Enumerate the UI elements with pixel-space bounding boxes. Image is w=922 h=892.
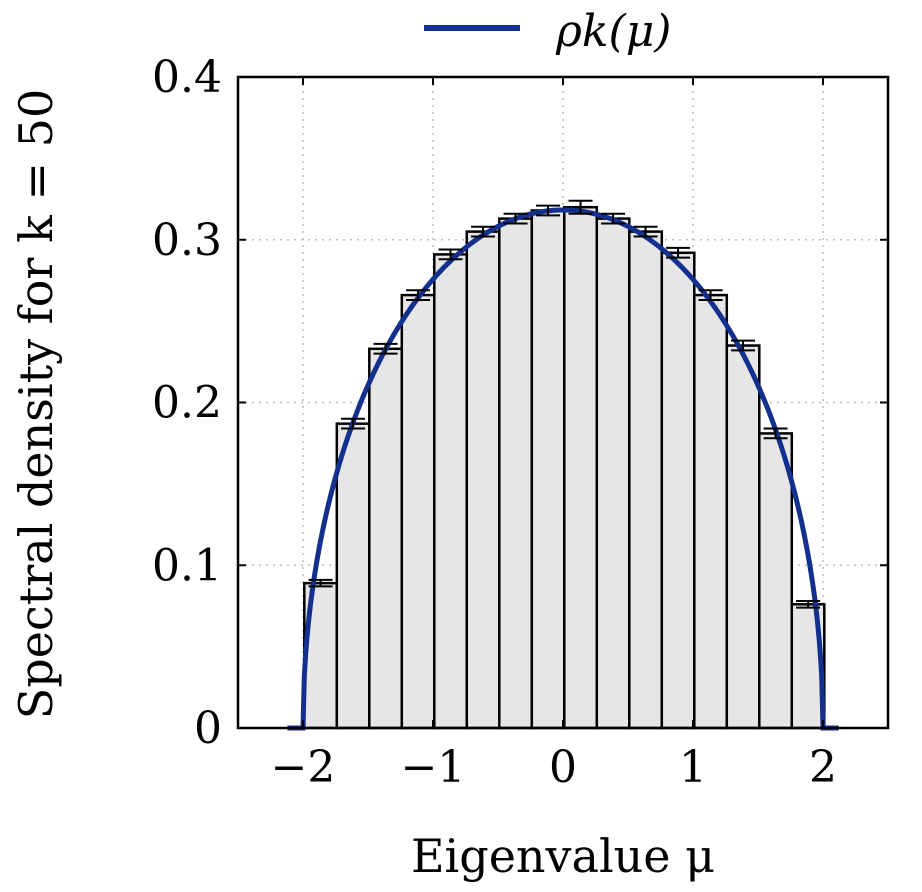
legend: ρk(μ) [424, 6, 671, 57]
histogram-bar [660, 251, 696, 730]
y-tick-label: 0.4 [152, 52, 222, 103]
x-tick-label: −2 [271, 742, 336, 793]
histogram-bar [465, 230, 501, 730]
axis-ticks: −2 −1 0 1 2 0 0.1 0.2 0.3 0.4 [152, 52, 888, 793]
y-tick-label: 0.1 [152, 540, 222, 591]
histogram-bar [693, 293, 729, 730]
histogram-bar [595, 217, 631, 730]
x-tick-label: 1 [679, 742, 707, 793]
error-bar [341, 417, 366, 430]
y-axis-label: Spectral density for k = 50 [9, 89, 63, 719]
histogram-bar [433, 253, 469, 730]
error-bar [536, 204, 561, 217]
error-bar [698, 289, 723, 301]
x-tick-label: −1 [401, 742, 466, 793]
error-bar [796, 600, 821, 609]
error-bar [601, 212, 626, 225]
y-tick-label: 0.2 [152, 378, 222, 429]
x-axis-label: Eigenvalue μ [411, 829, 715, 883]
histogram-bar [368, 347, 404, 730]
histogram-bars [303, 205, 826, 730]
error-bar [568, 199, 593, 215]
histogram-bar [563, 205, 599, 730]
error-bar [406, 289, 431, 301]
x-tick-label: 0 [549, 742, 577, 793]
error-bar [731, 339, 756, 352]
error-bar [438, 248, 463, 261]
error-bar [666, 246, 691, 259]
error-bar [763, 427, 788, 440]
error-bar [308, 578, 333, 588]
y-tick-label: 0 [194, 703, 222, 754]
error-bar [471, 225, 496, 238]
histogram-bar [725, 344, 761, 730]
error-bar [633, 225, 658, 238]
error-bars [308, 199, 821, 609]
error-bar [373, 342, 398, 355]
error-bar [503, 212, 528, 225]
histogram-bar [498, 217, 534, 730]
histogram-bar [335, 422, 371, 730]
x-tick-label: 2 [809, 742, 837, 793]
histogram-bar [628, 230, 664, 730]
legend-label: ρk(μ) [555, 6, 671, 57]
histogram-bar [530, 209, 566, 730]
histogram-bar [400, 293, 436, 730]
histogram-bar [758, 432, 794, 730]
y-tick-label: 0.3 [152, 215, 222, 266]
